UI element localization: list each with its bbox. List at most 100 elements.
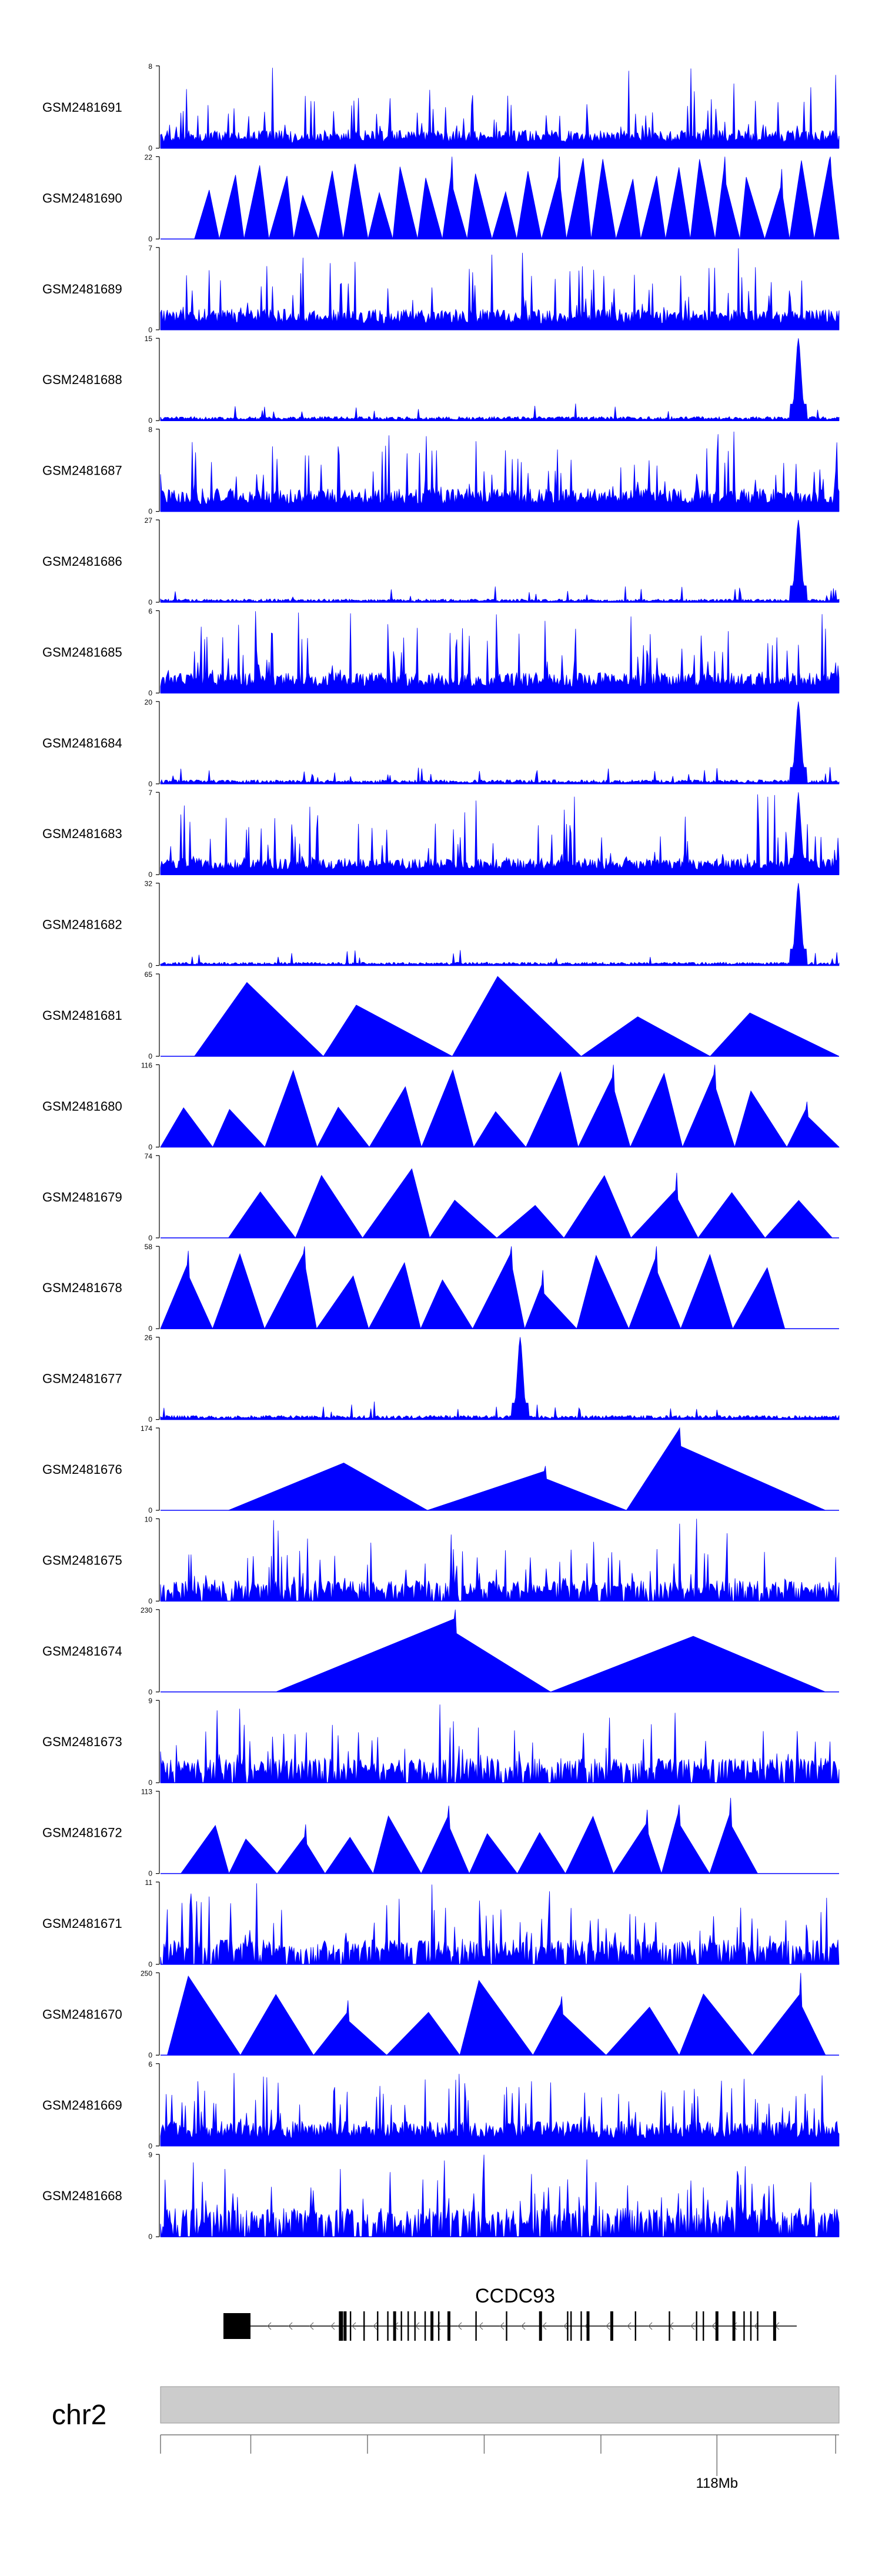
track-ymin-label: 0 (148, 1052, 152, 1060)
gene-exon (732, 2311, 736, 2341)
track-ymin-label: 0 (148, 1778, 152, 1787)
gene-exon (343, 2311, 347, 2341)
coverage-area (160, 1246, 786, 1330)
track-GSM2481687: GSM2481687 8 0 (42, 426, 840, 516)
gene-exon (757, 2311, 759, 2341)
track-ymin-label: 0 (148, 144, 152, 152)
track-ymin-label: 0 (148, 235, 152, 243)
track-ymax-label: 9 (148, 1697, 152, 1705)
gene-exon (447, 2311, 450, 2341)
gene-exon (363, 2311, 365, 2341)
track-label: GSM2481668 (42, 2188, 122, 2203)
gene-exon (393, 2311, 396, 2341)
coverage-area (180, 1797, 759, 1874)
track-ymin-label: 0 (148, 1870, 152, 1878)
track-ymax-label: 15 (145, 335, 153, 343)
coverage-area (276, 1609, 826, 1693)
coverage-area (160, 519, 840, 603)
track-label: GSM2481682 (42, 917, 122, 932)
track-ymin-label: 0 (148, 2233, 152, 2241)
gene-exon (610, 2311, 613, 2341)
gene-exon (703, 2311, 704, 2341)
gene-exon (430, 2311, 434, 2341)
track-GSM2481672: GSM2481672 113 0 (42, 1788, 839, 1878)
gene-exon (424, 2311, 426, 2341)
coverage-area (160, 1337, 840, 1420)
chromosome-tick-label: 118Mb (696, 2475, 738, 2491)
track-label: GSM2481674 (42, 1644, 122, 1659)
coverage-area (160, 792, 840, 875)
track-GSM2481691: GSM2481691 8 0 (42, 62, 840, 152)
track-label: GSM2481679 (42, 1190, 122, 1204)
track-ymin-label: 0 (148, 1324, 152, 1333)
track-label: GSM2481676 (42, 1462, 122, 1477)
track-label: GSM2481691 (42, 100, 122, 115)
track-GSM2481682: GSM2481682 32 0 (42, 880, 840, 970)
gene-exon (342, 2311, 343, 2341)
track-ymax-label: 6 (148, 607, 152, 615)
track-ymin-label: 0 (148, 598, 152, 606)
coverage-area (193, 976, 840, 1057)
strand-arrow (754, 2322, 759, 2330)
track-ymax-label: 174 (141, 1424, 152, 1433)
track-ymin-label: 0 (148, 416, 152, 425)
track-ymin-label: 0 (148, 1597, 152, 1605)
coverage-area (160, 1883, 840, 1965)
track-ymax-label: 250 (141, 1969, 152, 1977)
coverage-area (160, 701, 840, 785)
track-ymax-label: 74 (145, 1152, 153, 1160)
track-ymax-label: 8 (148, 426, 152, 434)
track-GSM2481690: GSM2481690 22 0 (42, 153, 840, 243)
strand-arrow (457, 2322, 462, 2330)
gene-utr-block (223, 2313, 250, 2339)
track-ymax-label: 6 (148, 2060, 152, 2068)
track-GSM2481685: GSM2481685 6 0 (42, 607, 840, 697)
gene-exon (696, 2311, 697, 2341)
strand-arrow (711, 2322, 716, 2330)
strand-arrow (500, 2322, 505, 2330)
strand-arrow (542, 2322, 547, 2330)
gene-name-label: CCDC93 (475, 2285, 555, 2307)
track-label: GSM2481675 (42, 1553, 122, 1567)
track-GSM2481676: GSM2481676 174 0 (42, 1424, 839, 1514)
track-ymax-label: 22 (145, 153, 153, 161)
track-ymax-label: 65 (145, 970, 153, 979)
gene-exon (437, 2311, 440, 2341)
track-ymax-label: 11 (145, 1878, 153, 1887)
coverage-area (160, 2073, 840, 2147)
strand-arrow (415, 2322, 420, 2330)
track-ymin-label: 0 (148, 1416, 152, 1424)
track-ymax-label: 32 (145, 880, 153, 888)
gene-exon (339, 2311, 342, 2341)
track-ymax-label: 7 (148, 789, 152, 797)
track-ymax-label: 10 (145, 1515, 153, 1523)
track-GSM2481675: GSM2481675 10 0 (42, 1515, 840, 1605)
coverage-area (194, 156, 840, 240)
coverage-area (160, 248, 840, 331)
track-GSM2481686: GSM2481686 27 0 (42, 516, 840, 606)
track-GSM2481677: GSM2481677 26 0 (42, 1334, 840, 1424)
track-ymin-label: 0 (148, 1234, 152, 1242)
track-GSM2481670: GSM2481670 250 0 (42, 1969, 839, 2059)
track-label: GSM2481681 (42, 1008, 122, 1023)
coverage-area (160, 68, 840, 149)
coverage-area (160, 611, 840, 693)
coverage-area (160, 1519, 840, 1601)
track-GSM2481671: GSM2481671 11 0 (42, 1878, 840, 1968)
gene-exon (580, 2311, 582, 2341)
track-label: GSM2481685 (42, 645, 122, 659)
gene-exon (400, 2311, 402, 2341)
strand-arrow (521, 2322, 526, 2330)
track-ymax-label: 20 (145, 698, 153, 706)
track-ymin-label: 0 (148, 780, 152, 788)
track-label: GSM2481689 (42, 282, 122, 296)
strand-arrow (288, 2322, 293, 2330)
track-GSM2481688: GSM2481688 15 0 (42, 335, 840, 425)
gene-exon (586, 2311, 590, 2341)
track-label: GSM2481677 (42, 1372, 122, 1386)
track-label: GSM2481684 (42, 736, 122, 750)
gene-exon (349, 2311, 352, 2341)
track-GSM2481681: GSM2481681 65 0 (42, 970, 840, 1060)
gene-exon (669, 2311, 670, 2341)
